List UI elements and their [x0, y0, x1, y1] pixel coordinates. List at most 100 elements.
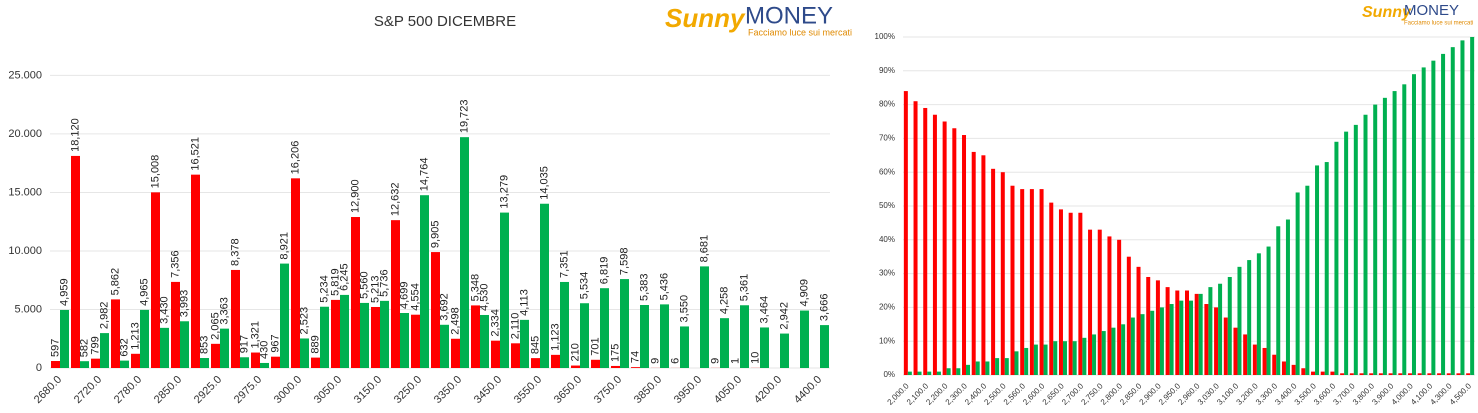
- x-tick-label: 4,500.0: [1448, 381, 1474, 407]
- bar: [680, 326, 689, 368]
- logo-sunny: Sunny: [1362, 4, 1412, 21]
- x-tick-label: 3450.0: [472, 374, 504, 406]
- value-label: 3,550: [678, 295, 690, 323]
- value-label: 8,378: [229, 238, 241, 266]
- value-label: 74: [629, 351, 641, 363]
- y-tick-label: 10%: [879, 336, 895, 345]
- y-tick-label: 30%: [879, 269, 895, 278]
- bar: [946, 368, 951, 375]
- bar: [1446, 373, 1451, 375]
- bar: [131, 353, 140, 368]
- bar: [1150, 310, 1155, 375]
- bar: [60, 309, 69, 368]
- bar: [907, 371, 912, 375]
- bar: [1344, 131, 1349, 375]
- bar: [981, 155, 986, 375]
- bar: [540, 203, 549, 368]
- bar: [1373, 104, 1378, 375]
- bar: [1111, 327, 1116, 375]
- bar: [1130, 317, 1135, 375]
- value-label: 19,723: [458, 100, 470, 134]
- bar: [1049, 202, 1054, 375]
- bar: [1243, 334, 1248, 375]
- x-tick-label: 2780.0: [112, 374, 144, 406]
- bar: [660, 304, 669, 368]
- value-label: 1,321: [249, 321, 261, 349]
- bar: [1010, 185, 1015, 375]
- bar: [51, 361, 60, 368]
- bar: [966, 364, 971, 375]
- bar: [1165, 287, 1170, 375]
- bar: [1340, 373, 1345, 375]
- bar: [631, 367, 640, 368]
- bar: [956, 368, 961, 375]
- x-tick-label: 3150.0: [352, 374, 384, 406]
- bar: [1392, 91, 1397, 375]
- bar: [231, 269, 240, 368]
- value-label: 917: [238, 335, 250, 353]
- bar: [1159, 307, 1164, 375]
- y-tick-label: 50%: [879, 201, 895, 210]
- bar: [1227, 276, 1232, 375]
- bar: [1411, 74, 1416, 376]
- bar: [1398, 373, 1403, 375]
- bar: [1218, 283, 1223, 375]
- bar: [1169, 304, 1174, 375]
- bar: [591, 359, 600, 368]
- bar: [720, 318, 729, 368]
- bar: [391, 220, 400, 368]
- bar: [171, 281, 180, 368]
- value-label: 7,351: [558, 250, 570, 278]
- bar: [140, 309, 149, 368]
- bar: [260, 362, 269, 368]
- bar: [220, 328, 229, 368]
- x-tick-label: 4200.0: [752, 374, 784, 406]
- value-label: 9,905: [429, 221, 441, 249]
- bar: [1437, 373, 1442, 375]
- value-label: 13,279: [498, 175, 510, 209]
- bar: [471, 305, 480, 368]
- bar: [927, 371, 932, 375]
- bar: [120, 360, 129, 368]
- bar: [480, 314, 489, 368]
- bar: [932, 114, 937, 376]
- y-tick-label: 70%: [879, 134, 895, 143]
- value-label: 3,464: [758, 296, 770, 324]
- x-tick-label: 3550.0: [512, 374, 544, 406]
- bar: [1301, 368, 1306, 375]
- bar: [991, 168, 996, 375]
- value-label: 5,213: [369, 275, 381, 303]
- bar: [71, 155, 80, 368]
- value-label: 14,764: [418, 158, 430, 192]
- value-label: 5,383: [638, 273, 650, 301]
- y-tick-label: 80%: [879, 100, 895, 109]
- bar: [975, 361, 980, 375]
- value-label: 2,982: [98, 302, 110, 330]
- bar: [760, 327, 769, 368]
- bar: [240, 357, 249, 368]
- bar: [411, 314, 420, 368]
- y-tick-label: 10.000: [8, 245, 42, 257]
- value-label: 2,110: [509, 313, 521, 340]
- x-tick-label: 3950.0: [672, 374, 704, 406]
- bar: [923, 107, 928, 375]
- bar: [1363, 114, 1368, 376]
- value-label: 4,959: [58, 278, 70, 306]
- bar: [1068, 212, 1073, 375]
- value-label: 799: [89, 336, 101, 354]
- bar: [151, 192, 160, 368]
- value-label: 9: [649, 358, 661, 364]
- value-label: 4,113: [518, 289, 530, 316]
- value-label: 10: [749, 352, 761, 364]
- bar: [491, 340, 500, 368]
- bar: [560, 281, 569, 368]
- bar: [620, 279, 629, 368]
- bar: [1382, 97, 1387, 375]
- y-tick-label: 60%: [879, 167, 895, 176]
- logo-tagline: Facciamo luce sui mercati: [1404, 21, 1473, 27]
- value-label: 3,666: [818, 294, 830, 322]
- value-label: 4,554: [409, 283, 421, 311]
- bar: [211, 343, 220, 368]
- bar: [1427, 373, 1432, 375]
